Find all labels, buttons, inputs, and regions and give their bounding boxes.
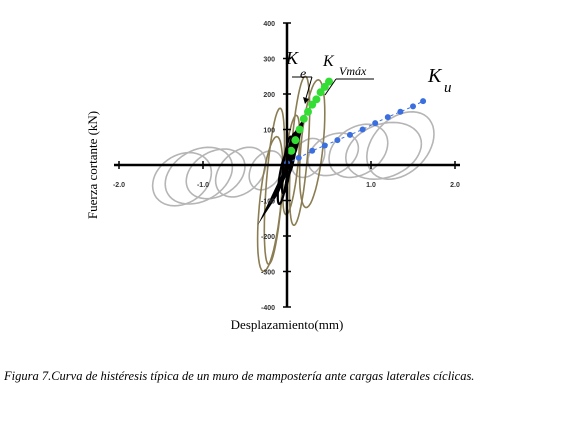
y-tick-label: 300 [263,57,275,64]
y-tick-label: -300 [261,270,275,277]
stiffness-annotation-sub-0: e [300,67,306,82]
ku-point [420,98,427,105]
ku-point [384,114,391,121]
stiffness-annotation-1: K [322,53,335,70]
ke-arrow [305,76,313,99]
ku-point [410,103,416,110]
hysteresis-loop-0-4 [185,148,246,200]
hysteresis-loop-1-3 [298,79,326,209]
figure-caption: Figura 7.Curva de histéresis típica de u… [4,369,475,383]
ku-point [359,126,366,133]
kvmax-arrow [324,78,337,96]
axes: -2.0 -1.0 1.0 2.0 400 300 200 100 -100 -200 -300 -4… [85,21,460,332]
x-tick-label: -1.0 [197,182,209,189]
y-axis-label: Fuerza cortante (kN) [85,111,100,219]
kvmax-point [312,95,321,104]
hysteresis-loop-0-7 [214,146,267,198]
hysteresis-loop-0-5 [164,146,234,205]
ku-point [334,137,341,144]
kvmax-point [291,136,300,145]
y-tick-label: -400 [261,305,275,312]
y-tick-label: 100 [263,128,275,135]
x-axis-label: Desplazamiento(mm) [231,317,344,332]
plot-area [151,75,435,273]
x-tick-label: 2.0 [450,182,460,189]
y-tick-label: -100 [261,199,275,206]
hysteresis-loop-0-2 [366,111,435,180]
hysteresis-loop-2-1 [276,153,289,206]
ku-point [295,154,302,161]
ke-arrowhead [303,97,309,104]
x-tick-label: 1.0 [366,182,376,189]
ku-point [372,120,379,127]
stiffness-annotation-2: K [427,65,443,87]
stiffness-annotation-sub-1: Vmáx [339,64,367,78]
x-tick-label: -2.0 [113,182,125,189]
y-tick-label: -200 [261,234,275,241]
hysteresis-loop-0-6 [151,151,213,207]
hysteresis-loop-0-3 [307,132,360,177]
ku-point [347,131,353,138]
y-tick-label: 400 [263,21,275,28]
hysteresis-loop-1-2 [256,135,284,273]
hysteresis-loop-0-9 [248,150,284,191]
ku-point [397,108,404,115]
kvmax-point [287,146,296,155]
kvmax-point [304,107,312,116]
stiffness-annotation-sub-2: u [444,80,452,96]
kvmax-point [295,125,304,134]
kvmax-point [325,77,333,86]
y-tick-label: 200 [263,92,275,99]
hysteresis-loop-0-1 [345,121,423,180]
kvmax-point [299,114,308,123]
ku-point [309,147,316,154]
ku-point [321,142,328,149]
stiffness-annotation-0: K [285,48,299,68]
